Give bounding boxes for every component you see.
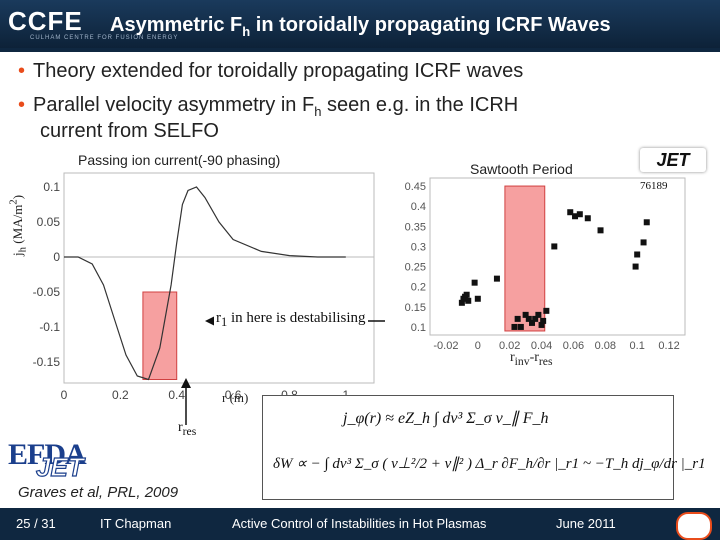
right-plot-shaded-region (504, 185, 546, 332)
jet-logo-badge: JET (640, 148, 706, 172)
left-plot-xtick: 0.6 (225, 388, 242, 402)
left-plot-ytick: -0.05 (33, 285, 61, 299)
left-plot-xtick: 0.2 (112, 388, 129, 402)
right-plot-title: Sawtooth Period (470, 161, 573, 177)
footer-author: IT Chapman (100, 516, 172, 531)
footer-logo-icon (676, 512, 712, 540)
sawtooth-data-point (572, 213, 579, 220)
left-plot-shaded-region (142, 291, 178, 380)
sawtooth-data-point (567, 209, 574, 216)
left-plot-ytick: 0 (53, 250, 60, 264)
sawtooth-data-point (576, 211, 583, 218)
right-plot-ytick: 0.35 (405, 221, 426, 233)
slide-header: CCFE CULHAM CENTRE FOR FUSION ENERGY Asy… (0, 0, 720, 52)
shot-number: 76189 (640, 180, 668, 192)
sawtooth-data-point (584, 215, 591, 222)
sawtooth-data-point (632, 263, 639, 270)
sawtooth-data-point (471, 279, 478, 286)
sawtooth-data-point (529, 319, 535, 326)
right-plot-ytick: 0.15 (405, 302, 426, 314)
sawtooth-data-point (643, 219, 650, 226)
left-plot-ytick: 0.05 (37, 215, 61, 229)
energy-equation: δW ∝ − ∫ dv³ Σ_σ ( v⊥²/2 + v∥² ) Δ_r ∂F_… (273, 456, 706, 472)
right-plot-xtick: 0.08 (595, 340, 616, 352)
sawtooth-data-point (532, 315, 539, 322)
bullet-2: • Parallel velocity asymmetry in Fh seen … (18, 94, 519, 119)
left-plot-ytick: 0.1 (43, 180, 60, 194)
sawtooth-data-point (597, 227, 604, 234)
right-plot-xtick: 0 (475, 340, 481, 352)
sawtooth-data-point (517, 323, 524, 330)
rres-annotation: rres (178, 420, 197, 438)
citation: Graves et al, PRL, 2009 (18, 484, 179, 501)
current-equation: j_φ(r) ≈ eZ_h ∫ dv³ Σ_σ v_∥ F_h (343, 410, 549, 427)
bullet-1: • Theory extended for toroidally propagat… (18, 60, 524, 82)
left-plot-frame (63, 172, 375, 384)
equation-box: j_φ(r) ≈ eZ_h ∫ dv³ Σ_σ v_∥ F_h δW ∝ − ∫… (262, 395, 706, 500)
right-plot-xtick: -0.02 (433, 340, 458, 352)
sawtooth-data-point (511, 323, 518, 330)
slide-footer: 25 / 31 IT Chapman Active Control of Ins… (0, 508, 720, 540)
footer-talk-title: Active Control of Instabilities in Hot P… (232, 516, 487, 531)
sawtooth-data-point (551, 243, 558, 250)
footer-date: June 2011 (556, 516, 616, 531)
right-plot-frame (429, 177, 686, 336)
left-plot-ytick: -0.1 (39, 320, 60, 334)
right-plot-xlabel: rinv-rres (510, 350, 553, 368)
left-plot-xtick: 0 (61, 388, 68, 402)
left-plot: 0.10.050-0.05-0.1-0.15 00.20.40.60.81 (33, 172, 375, 402)
sawtooth-data-point (535, 311, 542, 318)
sawtooth-data-point (522, 311, 529, 318)
left-plot-title: Passing ion current(-90 phasing) (78, 152, 281, 168)
right-plot-ytick: 0.3 (411, 241, 426, 253)
right-plot-xtick: 0.02 (499, 340, 520, 352)
ccfe-logo-subtitle: CULHAM CENTRE FOR FUSION ENERGY (30, 35, 179, 41)
page-number: 25 / 31 (16, 516, 56, 531)
left-plot-ytick: -0.15 (33, 355, 61, 369)
right-plot: 0.45 0.4 0.35 0.3 0.25 0.2 0.15 0.1 -0.02 0 0.02 0… (405, 177, 686, 352)
r1-annotation: r1 in here is destabilising (214, 310, 368, 330)
right-plot-ytick: 0.1 (411, 322, 426, 334)
sawtooth-data-point (634, 251, 641, 258)
right-plot-ytick: 0.2 (411, 282, 426, 294)
slide-title: Asymmetric Fh in toroidally propagating … (110, 14, 611, 39)
right-plot-ytick: 0.4 (411, 201, 426, 213)
sawtooth-data-point (538, 321, 545, 328)
sawtooth-data-point (474, 295, 481, 302)
left-plot-xlabel: r (m) (222, 390, 249, 405)
left-plot-current-curve (64, 186, 346, 381)
right-plot-ytick: 0.45 (405, 181, 426, 193)
sawtooth-data-point (525, 315, 532, 322)
sawtooth-data-point (640, 239, 647, 246)
right-plot-xtick: 0.12 (658, 340, 679, 352)
sawtooth-data-point (463, 291, 470, 298)
sawtooth-data-point (540, 317, 547, 324)
right-plot-xtick: 0.04 (531, 340, 552, 352)
right-plot-xtick: 0.06 (563, 340, 584, 352)
sawtooth-data-point (543, 307, 550, 314)
sawtooth-data-point (493, 275, 500, 282)
right-plot-ytick: 0.25 (405, 262, 426, 274)
ccfe-logo: CCFE (8, 6, 83, 36)
left-plot-xtick: 0.4 (168, 388, 185, 402)
sawtooth-data-point (514, 315, 521, 322)
sawtooth-data-point (458, 299, 465, 306)
jet-logo: JET (35, 451, 84, 482)
sawtooth-data-point (465, 297, 472, 304)
bullet-2-line-2: current from SELFO (40, 120, 219, 142)
efda-logo: EFDA (8, 438, 87, 471)
right-plot-xtick: 0.1 (630, 340, 645, 352)
